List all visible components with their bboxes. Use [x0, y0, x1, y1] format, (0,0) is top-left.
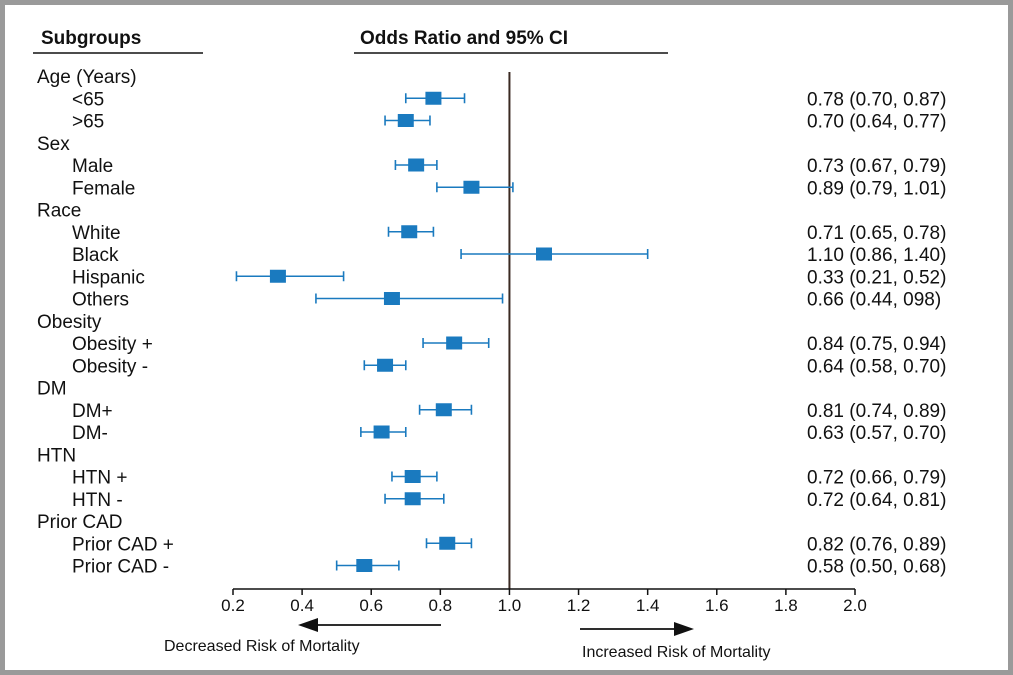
subgroup-label: Obesity + — [72, 334, 153, 355]
odds-ratio-value: 0.63 (0.57, 0.70) — [807, 423, 946, 444]
x-tick-label: 0.8 — [429, 596, 453, 615]
odds-ratio-marker — [397, 114, 414, 127]
odds-ratio-marker — [536, 247, 552, 261]
subgroup-label: DM+ — [72, 401, 113, 422]
x-tick-label: 2.0 — [843, 596, 867, 615]
x-tick-label: 1.4 — [636, 596, 660, 615]
decreased-risk-label: Decreased Risk of Mortality — [164, 638, 360, 655]
group-label: Prior CAD — [37, 512, 123, 533]
subgroup-label: HTN + — [72, 468, 127, 489]
odds-ratio-marker — [383, 292, 400, 305]
subgroups-header: Subgroups — [41, 28, 141, 49]
group-label: Race — [37, 201, 81, 222]
x-tick-label: 0.4 — [290, 596, 314, 615]
odds-ratio-value: 0.73 (0.67, 0.79) — [807, 156, 946, 177]
odds-ratio-value: 0.78 (0.70, 0.87) — [807, 89, 946, 110]
x-tick-label: 1.8 — [774, 596, 798, 615]
odds-ratio-value: 0.71 (0.65, 0.78) — [807, 223, 946, 244]
x-tick-label: 0.6 — [359, 596, 383, 615]
odds-ratio-value: 0.81 (0.74, 0.89) — [807, 401, 946, 422]
odds-ratio-value: 0.84 (0.75, 0.94) — [807, 334, 946, 355]
odds-ratio-value: 0.64 (0.58, 0.70) — [807, 356, 946, 377]
odds-ratio-value: 0.72 (0.66, 0.79) — [807, 468, 946, 489]
subgroup-label: Male — [72, 156, 113, 177]
odds-ratio-marker — [408, 158, 425, 172]
group-label: DM — [37, 379, 67, 400]
group-label: Age (Years) — [37, 67, 137, 88]
odds-ratio-value: 1.10 (0.86, 1.40) — [807, 245, 946, 266]
odds-ratio-value: 0.72 (0.64, 0.81) — [807, 490, 946, 511]
group-label: HTN — [37, 445, 76, 466]
subgroup-label: Black — [72, 245, 119, 266]
odds-ratio-marker — [404, 492, 421, 506]
subgroup-label: >65 — [72, 112, 104, 133]
subgroup-label: White — [72, 223, 121, 244]
subgroup-label: Prior CAD - — [72, 557, 169, 578]
odds-ratio-value: 0.70 (0.64, 0.77) — [807, 112, 946, 133]
odds-ratio-marker — [373, 425, 390, 439]
subgroup-label: Obesity - — [72, 356, 148, 377]
group-label: Sex — [37, 134, 70, 155]
subgroup-label: HTN - — [72, 490, 123, 511]
increased-risk-label: Increased Risk of Mortality — [582, 644, 771, 661]
left-arrow-head — [298, 618, 318, 632]
odds-ratio-value: 0.66 (0.44, 098) — [807, 290, 941, 311]
odds-ratio-marker — [404, 470, 421, 483]
x-axis-ticks: 0.2 0.4 0.6 0.8 1.0 1.2 1.4 1.6 1.8 2.0 — [221, 589, 867, 615]
odds-ratio-marker — [401, 225, 418, 239]
subgroup-label: Female — [72, 178, 135, 199]
odds-ratio-value: 0.33 (0.21, 0.52) — [807, 267, 946, 288]
odds-ratio-marker — [446, 336, 463, 350]
odds-ratio-marker — [356, 559, 373, 572]
odds-ratio-value: 0.82 (0.76, 0.89) — [807, 534, 946, 555]
odds-ratio-marker — [463, 180, 480, 194]
subgroup-label: DM- — [72, 423, 108, 444]
subgroup-label: <65 — [72, 89, 104, 110]
odds-ratio-marker — [435, 403, 452, 417]
odds-ratio-marker — [377, 358, 394, 372]
odds-ratio-marker — [425, 91, 442, 105]
subgroup-label: Others — [72, 290, 129, 311]
right-arrow-head — [674, 622, 694, 636]
x-tick-label: 1.6 — [705, 596, 729, 615]
odds-ratio-value: 0.58 (0.50, 0.68) — [807, 557, 946, 578]
odds-ratio-marker — [439, 536, 456, 550]
x-tick-label: 1.2 — [567, 596, 591, 615]
subgroup-label: Hispanic — [72, 267, 145, 288]
x-tick-label: 1.0 — [498, 596, 522, 615]
odds-ratio-header: Odds Ratio and 95% CI — [360, 28, 568, 49]
group-label: Obesity — [37, 312, 102, 333]
odds-ratio-marker — [269, 269, 286, 283]
subgroup-rows: Age (Years)<65 0.78 (0.70, 0.87) >65 0.70 (… — [37, 67, 946, 578]
x-tick-label: 0.2 — [221, 596, 245, 615]
odds-ratio-value: 0.89 (0.79, 1.01) — [807, 178, 946, 199]
subgroup-label: Prior CAD + — [72, 534, 174, 555]
